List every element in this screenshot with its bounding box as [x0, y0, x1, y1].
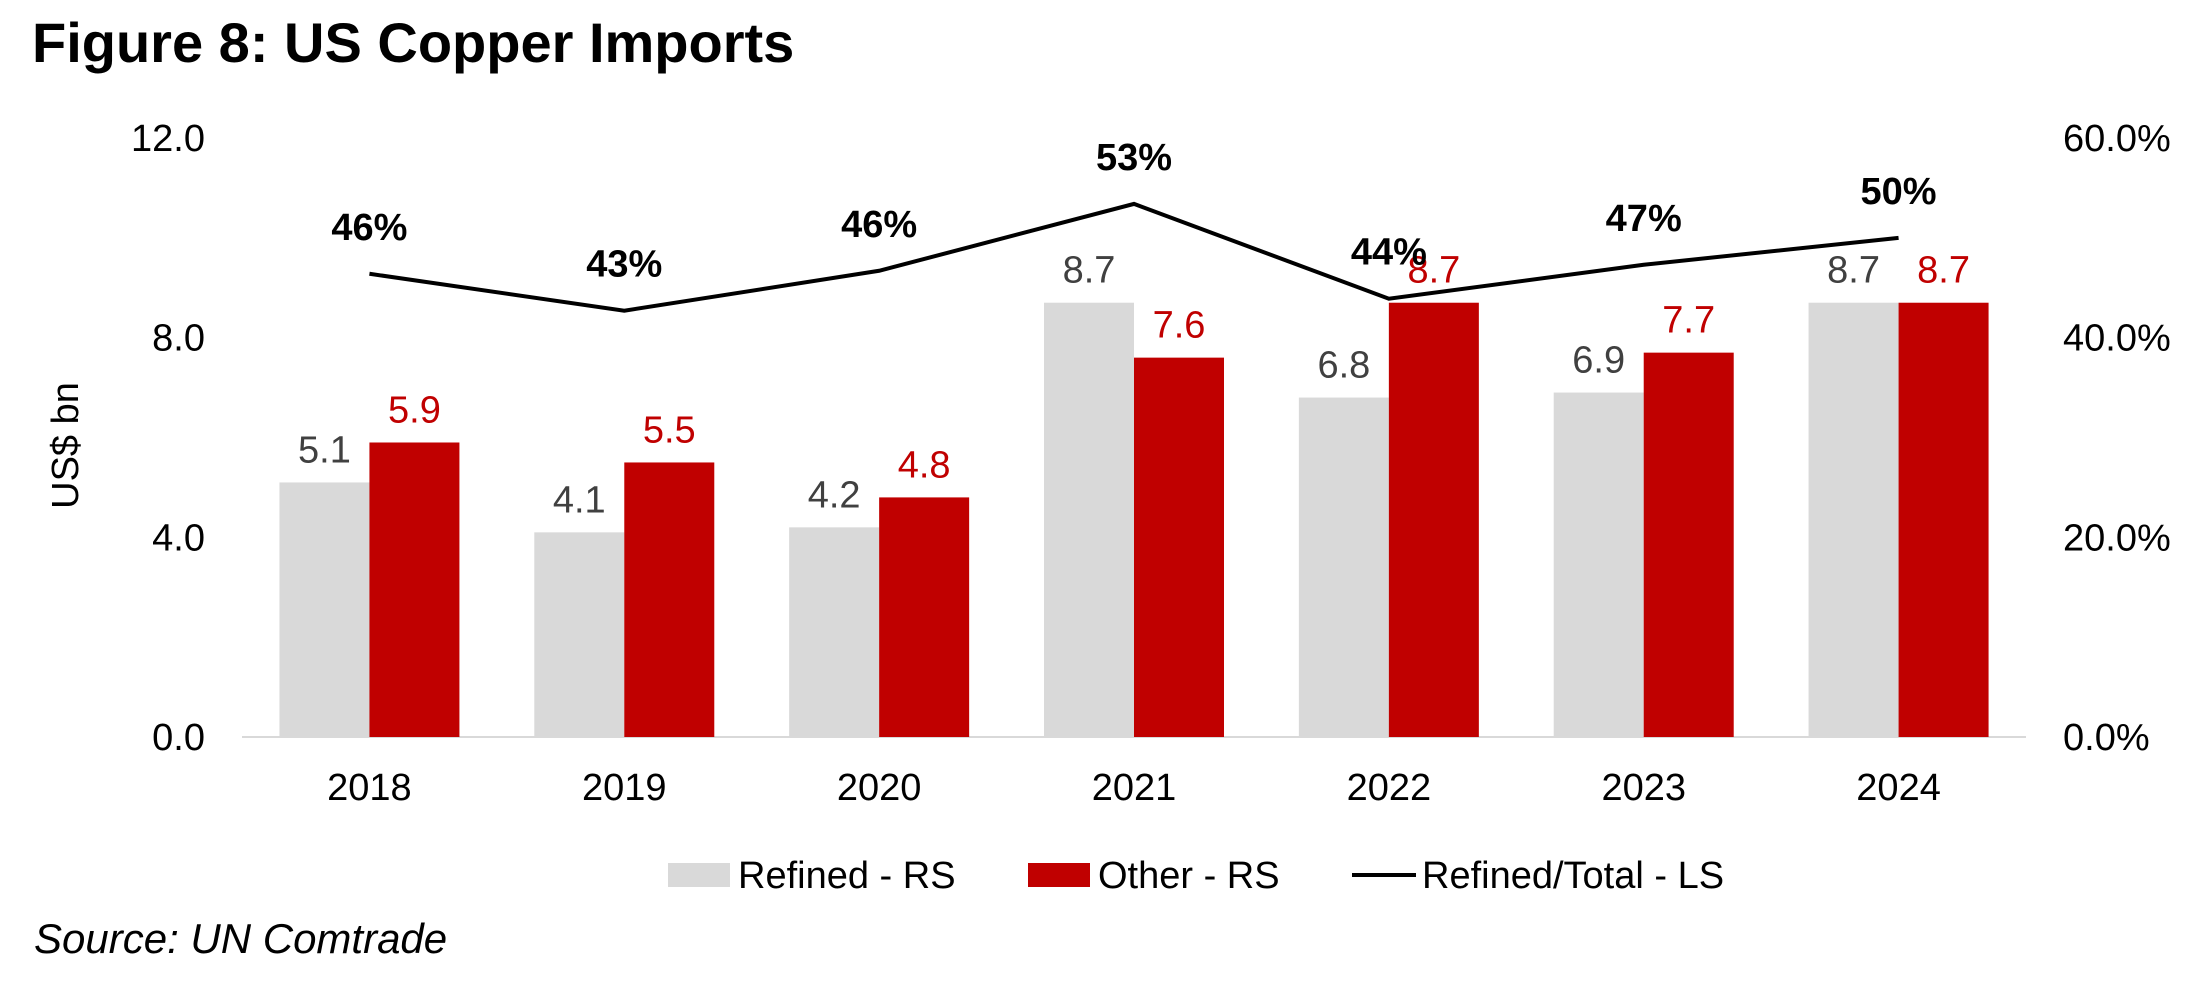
line-series [369, 201, 1899, 313]
bars [279, 302, 1989, 737]
data-labels: 5.1 4.1 4.2 8.7 6.8 6.9 8.7 5.9 5.5 4.8 7.6 8.7 7.7 8… [298, 137, 1970, 521]
y-left-tick-label: 12.0 [131, 118, 205, 160]
x-tick-label: 2018 [327, 767, 412, 809]
bar-value-label: 7.7 [1662, 300, 1715, 342]
line-value-label: 50% [1861, 171, 1937, 213]
bar-value-label: 7.6 [1153, 305, 1206, 347]
x-tick-label: 2020 [837, 767, 922, 809]
bar-value-label: 6.9 [1572, 340, 1625, 382]
legend-label: Refined/Total - LS [1422, 855, 1724, 897]
legend-label: Refined - RS [738, 855, 956, 897]
line-value-label: 47% [1606, 198, 1682, 240]
x-tick-label: 2024 [1856, 767, 1941, 809]
bar-value-label: 5.1 [298, 429, 351, 471]
bar-value-label: 8.7 [1827, 250, 1880, 292]
y-right-tick-label: 0.0% [2063, 717, 2150, 759]
bar-refined [1298, 397, 1389, 737]
bar-value-label: 8.7 [1063, 250, 1116, 292]
bar-value-label: 4.2 [808, 474, 861, 516]
x-tick-label: 2019 [582, 767, 667, 809]
line-value-label: 46% [841, 204, 917, 246]
line-value-label: 53% [1096, 137, 1172, 179]
bar-value-label: 5.5 [643, 409, 696, 451]
legend-swatch [668, 863, 730, 887]
y-right-tick-label: 60.0% [2063, 118, 2171, 160]
legend: Refined - RS Other - RS Refined/Total - LS [668, 855, 1724, 897]
chart-title: Figure 8: US Copper Imports [32, 11, 795, 74]
bar-value-label: 8.7 [1917, 250, 1970, 292]
bar-value-label: 4.8 [898, 444, 951, 486]
y-right-tick-label: 20.0% [2063, 517, 2171, 559]
bar-refined [789, 527, 880, 737]
bar-refined [1808, 302, 1899, 737]
x-tick-label: 2022 [1347, 767, 1432, 809]
bar-value-label: 6.8 [1317, 345, 1370, 387]
bar-value-label: 5.9 [388, 389, 441, 431]
legend-swatch [1028, 863, 1090, 887]
line-value-label: 46% [331, 207, 407, 249]
y-left-tick-label: 0.0 [152, 717, 205, 759]
bar-value-label: 4.1 [553, 479, 606, 521]
bar-refined [534, 532, 625, 737]
line-refined-total [369, 201, 1899, 313]
bar-refined [1044, 302, 1134, 737]
source-note: Source: UN Comtrade [34, 915, 448, 962]
y-right-tick-label: 40.0% [2063, 318, 2171, 360]
y-axis-title: US$ bn [45, 382, 87, 509]
bar-other [624, 462, 715, 737]
y-left-tick-label: 4.0 [152, 517, 205, 559]
bar-other [369, 442, 460, 737]
bar-value-label: 8.7 [1407, 250, 1460, 292]
bar-refined [279, 482, 370, 737]
line-value-label: 44% [1351, 232, 1427, 274]
bar-other [1388, 302, 1479, 737]
bar-refined [1553, 392, 1644, 737]
line-value-label: 43% [586, 244, 662, 286]
bar-other [1134, 357, 1224, 737]
legend-label: Other - RS [1098, 855, 1280, 897]
bar-other [1643, 352, 1734, 737]
x-tick-label: 2021 [1092, 767, 1177, 809]
bar-other [1898, 302, 1989, 737]
y-left-tick-label: 8.0 [152, 318, 205, 360]
x-tick-label: 2023 [1601, 767, 1686, 809]
bar-other [879, 497, 970, 737]
